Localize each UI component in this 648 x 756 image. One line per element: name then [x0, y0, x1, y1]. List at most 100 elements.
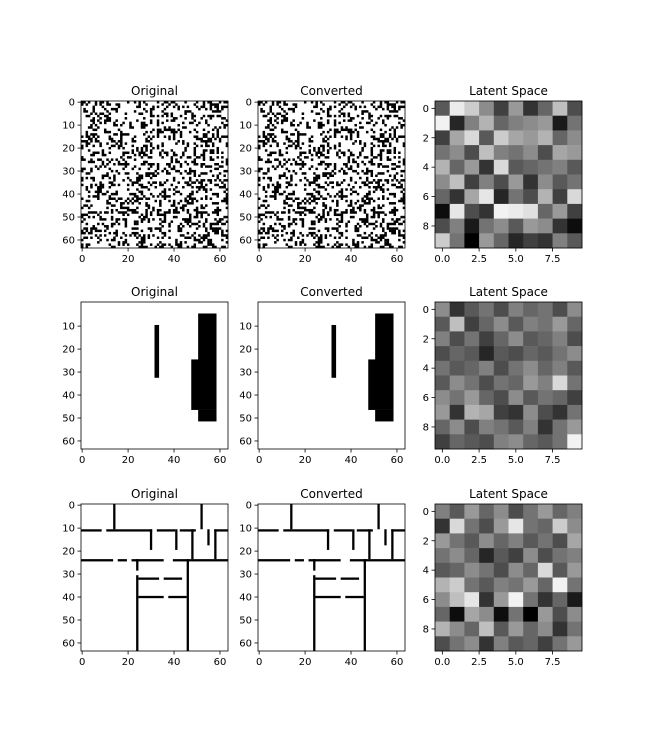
noise-pixel — [182, 218, 185, 221]
noise-pixel — [322, 202, 325, 205]
noise-pixel — [292, 158, 295, 161]
noise-pixel — [347, 128, 351, 132]
noise-pixel — [363, 142, 367, 145]
noise-pixel — [352, 160, 355, 164]
noise-pixel — [274, 229, 277, 233]
noise-pixel — [113, 238, 116, 242]
noise-pixel — [384, 101, 387, 104]
x-tick-label: 40 — [345, 254, 358, 265]
noise-pixel — [370, 174, 374, 177]
latent-cell — [449, 346, 465, 362]
noise-pixel — [106, 172, 109, 175]
noise-pixel — [149, 107, 153, 111]
noise-pixel — [324, 206, 328, 210]
noise-pixel — [269, 107, 272, 111]
y-tick-label: 0 — [423, 507, 429, 518]
noise-pixel — [145, 160, 148, 164]
noise-pixel — [198, 174, 201, 177]
noise-pixel — [388, 135, 392, 138]
latent-cell — [552, 174, 568, 190]
noise-pixel — [386, 243, 390, 246]
noise-pixel — [276, 238, 279, 242]
noise-pixel — [354, 225, 357, 228]
noise-pixel — [136, 181, 139, 184]
noise-pixel — [145, 174, 148, 177]
noise-pixel — [372, 130, 376, 134]
y-tick-label: 20 — [239, 144, 252, 155]
noise-pixel — [340, 213, 344, 217]
latent-cell — [449, 621, 465, 637]
noise-pixel — [363, 231, 367, 235]
noise-pixel — [163, 192, 167, 196]
noise-pixel — [258, 144, 261, 148]
latent-cell — [567, 145, 583, 161]
noise-pixel — [386, 227, 390, 230]
noise-pixel — [138, 241, 141, 244]
noise-pixel — [393, 135, 397, 138]
noise-pixel — [200, 163, 203, 166]
noise-pixel — [101, 153, 105, 157]
noise-pixel — [149, 110, 153, 113]
noise-pixel — [326, 142, 330, 145]
noise-pixel — [209, 222, 213, 226]
noise-pixel — [103, 130, 107, 134]
noise-pixel — [218, 179, 222, 182]
noise-pixel — [149, 112, 153, 115]
noise-pixel — [120, 202, 123, 205]
noise-pixel — [336, 204, 339, 207]
noise-pixel — [198, 241, 201, 244]
noise-pixel — [377, 117, 380, 120]
noise-pixel — [172, 208, 176, 212]
latent-cell — [464, 562, 480, 578]
noise-pixel — [110, 215, 114, 219]
noise-pixel — [267, 231, 270, 235]
noise-pixel — [165, 114, 169, 118]
noise-pixel — [165, 172, 169, 175]
noise-pixel — [225, 236, 229, 240]
noise-pixel — [152, 181, 155, 184]
noise-pixel — [188, 183, 192, 187]
noise-pixel — [87, 195, 91, 198]
noise-pixel — [398, 121, 401, 125]
noise-pixel — [120, 140, 123, 143]
noise-pixel — [386, 107, 390, 111]
latent-cell — [537, 189, 553, 205]
noise-pixel — [191, 117, 194, 120]
noise-pixel — [356, 114, 360, 118]
latent-cell — [493, 577, 509, 593]
noise-pixel — [324, 218, 328, 221]
noise-pixel — [172, 137, 176, 141]
latent-cell — [449, 390, 465, 406]
noise-pixel — [356, 130, 360, 134]
noise-pixel — [336, 192, 339, 196]
noise-pixel — [365, 220, 369, 223]
noise-pixel — [260, 110, 263, 113]
noise-pixel — [177, 181, 180, 184]
latent-cell — [567, 233, 583, 249]
noise-pixel — [333, 123, 337, 127]
noise-pixel — [320, 107, 323, 111]
noise-pixel — [308, 140, 312, 143]
noise-pixel — [138, 190, 141, 194]
wall-segment — [198, 409, 217, 422]
noise-pixel — [356, 156, 360, 159]
noise-pixel — [149, 144, 153, 148]
noise-pixel — [370, 172, 374, 175]
noise-pixel — [124, 238, 128, 242]
noise-pixel — [92, 227, 95, 230]
noise-pixel — [377, 179, 380, 182]
noise-pixel — [354, 169, 357, 173]
noise-pixel — [377, 183, 380, 187]
x-tick-label: 0 — [256, 254, 262, 265]
latent-cell — [479, 375, 495, 391]
noise-pixel — [191, 197, 194, 200]
noise-pixel — [186, 199, 190, 203]
latent-cell — [493, 533, 509, 549]
noise-pixel — [368, 199, 371, 203]
noise-pixel — [122, 218, 125, 221]
noise-pixel — [170, 101, 174, 104]
noise-pixel — [83, 140, 86, 143]
x-tick-label: 7.5 — [545, 455, 561, 466]
noise-pixel — [172, 105, 176, 109]
